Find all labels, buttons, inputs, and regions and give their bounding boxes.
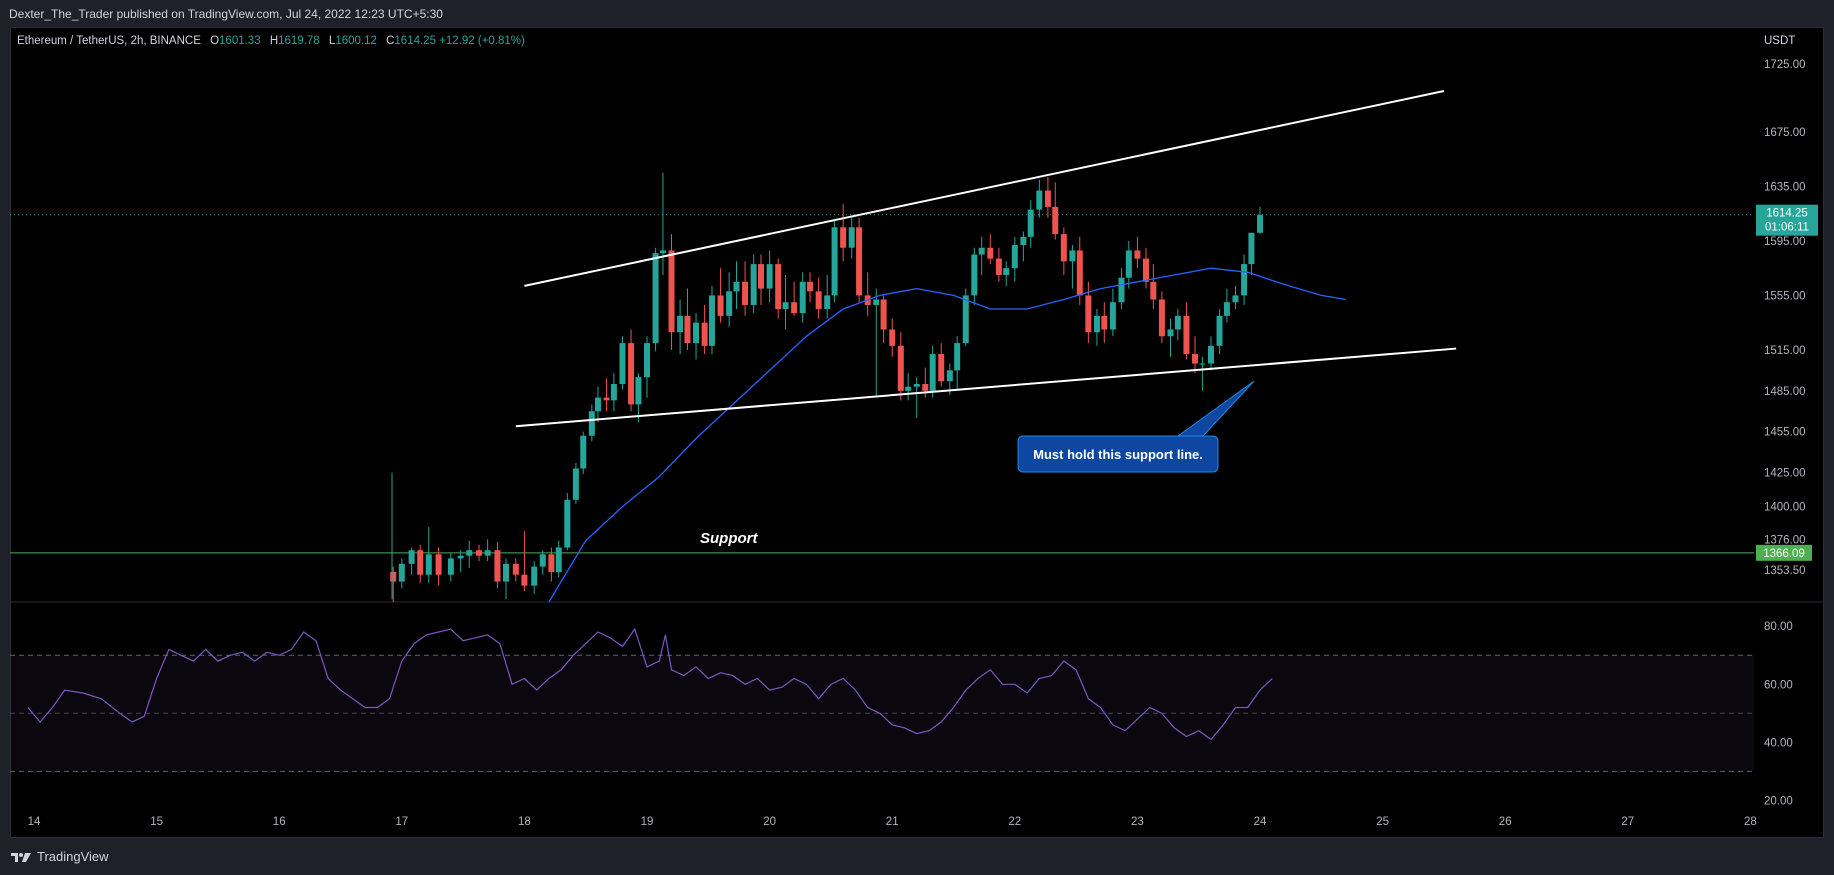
close-value: 1614.25 xyxy=(394,35,436,47)
open-label: O xyxy=(210,35,220,47)
footer-bar xyxy=(0,838,1834,875)
publish-bar: Dexter_The_Trader published on TradingVi… xyxy=(0,0,1834,27)
symbol-title[interactable]: Ethereum / TetherUS, 2h, BINANCE xyxy=(17,35,201,47)
tradingview-logo-icon xyxy=(11,852,31,862)
change-value: +12.92 (+0.81%) xyxy=(439,35,525,47)
low-value: 1600.12 xyxy=(335,35,377,47)
chart-frame xyxy=(10,27,1824,838)
publisher-info: Dexter_The_Trader published on TradingVi… xyxy=(9,7,443,21)
brand[interactable]: TradingView xyxy=(10,849,109,864)
ohlc-legend: Ethereum / TetherUS, 2h, BINANCE O1601.3… xyxy=(17,35,525,47)
high-label: H xyxy=(269,35,279,47)
low-label: L xyxy=(328,35,336,47)
close-label: C xyxy=(386,35,395,47)
high-value: 1619.78 xyxy=(278,35,320,47)
brand-name: TradingView xyxy=(37,849,109,864)
open-value: 1601.33 xyxy=(219,35,261,47)
